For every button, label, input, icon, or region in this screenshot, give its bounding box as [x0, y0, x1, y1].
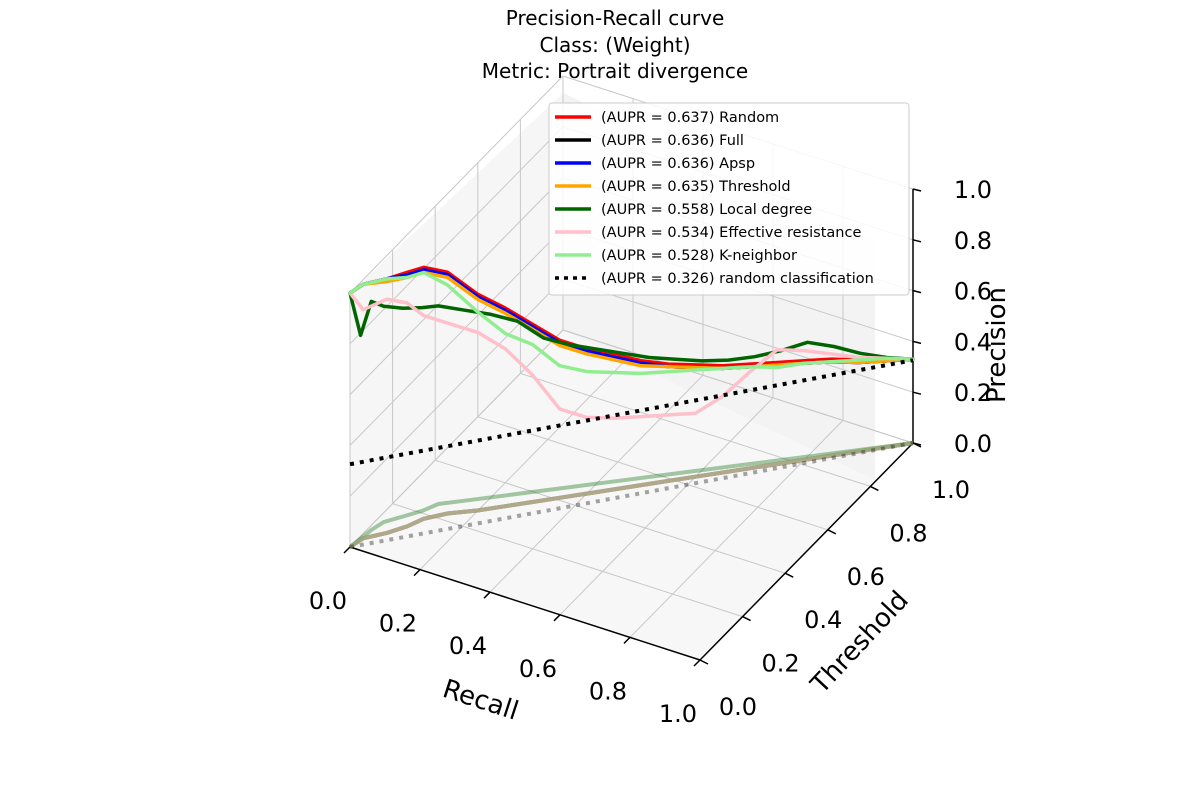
gridline-floor-threshold: [477, 416, 828, 531]
gridline-floor-recall: [629, 420, 844, 638]
z-tick-mark: [912, 340, 922, 345]
x-axis-ticks: 0.0 0.2 0.4 0.6 0.8 1.0: [309, 546, 701, 728]
y-tick-mark: [870, 485, 879, 492]
y-tick-label: 0.6: [847, 563, 885, 591]
z-tick-mark: [912, 391, 922, 395]
gridline-floor-threshold: [520, 372, 871, 487]
series-line: [348, 291, 915, 420]
title-line-2: Class: (Weight): [540, 33, 691, 57]
legend-label: (AUPR = 0.558) Local degree: [601, 202, 812, 218]
y-axis-label: Threshold: [805, 585, 915, 700]
floor-projection-line: [348, 441, 914, 549]
z-tick-label: 0.6: [954, 278, 992, 306]
y-tick-mark: [742, 615, 751, 622]
z-tick-mark: [912, 289, 922, 294]
gridline-left-precision: [349, 75, 564, 294]
y-tick-mark: [699, 659, 709, 665]
title-line-1: Precision-Recall curve: [506, 6, 725, 30]
y-tick-mark: [827, 529, 837, 535]
floor-projections: [348, 441, 914, 549]
y-axis-ticks: 0.00.20.40.60.81.0: [699, 442, 970, 721]
y-tick-label: 0.8: [889, 519, 927, 547]
x-tick-mark: [343, 546, 351, 554]
gridline-floor-recall: [559, 397, 774, 616]
x-tick-label: 1.0: [659, 700, 697, 728]
y-tick-label: 1.0: [932, 476, 970, 504]
gridline-left-precision: [349, 228, 564, 446]
legend-label: (AUPR = 0.534) Effective resistance: [601, 225, 861, 241]
y-tick-mark: [784, 572, 794, 578]
gridline-floor-threshold: [435, 459, 786, 574]
x-tick-label: 0.4: [449, 632, 487, 660]
x-tick-label: 0.0: [309, 587, 347, 615]
legend-frame: [548, 102, 910, 296]
gridline-back-precision: [562, 278, 914, 393]
floor-projection-line: [348, 441, 914, 549]
z-tick-label: 1.0: [954, 176, 992, 204]
x-tick-mark: [693, 659, 701, 667]
floor-projection-line: [348, 441, 914, 549]
legend: (AUPR = 0.637) Random (AUPR = 0.636) Full…: [548, 102, 910, 296]
y-tick-label: 0.0: [719, 693, 757, 721]
z-tick-label: 0.4: [954, 328, 992, 356]
gridline-left-precision: [349, 177, 564, 395]
x-tick-mark: [623, 636, 631, 644]
x-axis-label: Recall: [439, 674, 522, 727]
gridline-floor-recall: [489, 374, 704, 593]
z-tick-mark: [912, 188, 922, 192]
legend-label: (AUPR = 0.637) Random: [601, 110, 779, 126]
legend-label: (AUPR = 0.528) K-neighbor: [601, 248, 797, 264]
floor-pane: [350, 330, 875, 660]
gridline-left-precision: [349, 329, 564, 548]
title-line-3: Metric: Portrait divergence: [482, 59, 748, 83]
x-tick-mark: [483, 591, 491, 599]
series-line: [348, 270, 915, 376]
z-tick-label: 0.8: [954, 227, 992, 255]
series-line: [348, 265, 915, 368]
axis-lines: [349, 189, 914, 661]
legend-label: (AUPR = 0.636) Full: [601, 133, 744, 149]
floor-projection-line: [348, 441, 914, 549]
pr-curves: [348, 265, 915, 467]
legend-label: (AUPR = 0.326) random classification: [601, 271, 874, 287]
z-axis-label: Precision: [982, 287, 1012, 403]
gridline-left-precision: [349, 278, 564, 497]
x-tick-label: 0.6: [519, 655, 557, 683]
floor-projection-line: [348, 441, 914, 549]
gridline-floor-threshold: [392, 503, 743, 618]
x-tick-mark: [413, 569, 421, 577]
x-tick-label: 0.2: [379, 610, 417, 638]
floor-projection-line: [348, 441, 914, 549]
x-axis-line: [349, 546, 701, 661]
z-axis-ticks: 0.0 0.2 0.4 0.6 0.8 1.0: [912, 176, 992, 458]
z-tick-label: 0.2: [954, 379, 992, 407]
left-wall-pane: [350, 93, 563, 547]
y-tick-label: 0.2: [762, 650, 800, 678]
z-tick-label: 0.0: [954, 430, 992, 458]
chart-title: Precision-Recall curve Class: (Weight) M…: [482, 6, 748, 83]
z-tick-mark: [912, 442, 922, 446]
y-axis-line: [699, 442, 914, 661]
gridline-floor-recall: [419, 352, 634, 570]
gridline-floor-threshold: [562, 329, 914, 444]
z-tick-mark: [912, 239, 922, 243]
legend-label: (AUPR = 0.635) Threshold: [601, 179, 791, 195]
x-tick-mark: [553, 614, 561, 622]
floor-projection-line: [348, 441, 914, 549]
y-tick-label: 0.4: [804, 606, 842, 634]
series-line: [348, 291, 915, 363]
legend-label: (AUPR = 0.636) Apsp: [601, 156, 755, 172]
x-tick-label: 0.8: [589, 677, 627, 705]
